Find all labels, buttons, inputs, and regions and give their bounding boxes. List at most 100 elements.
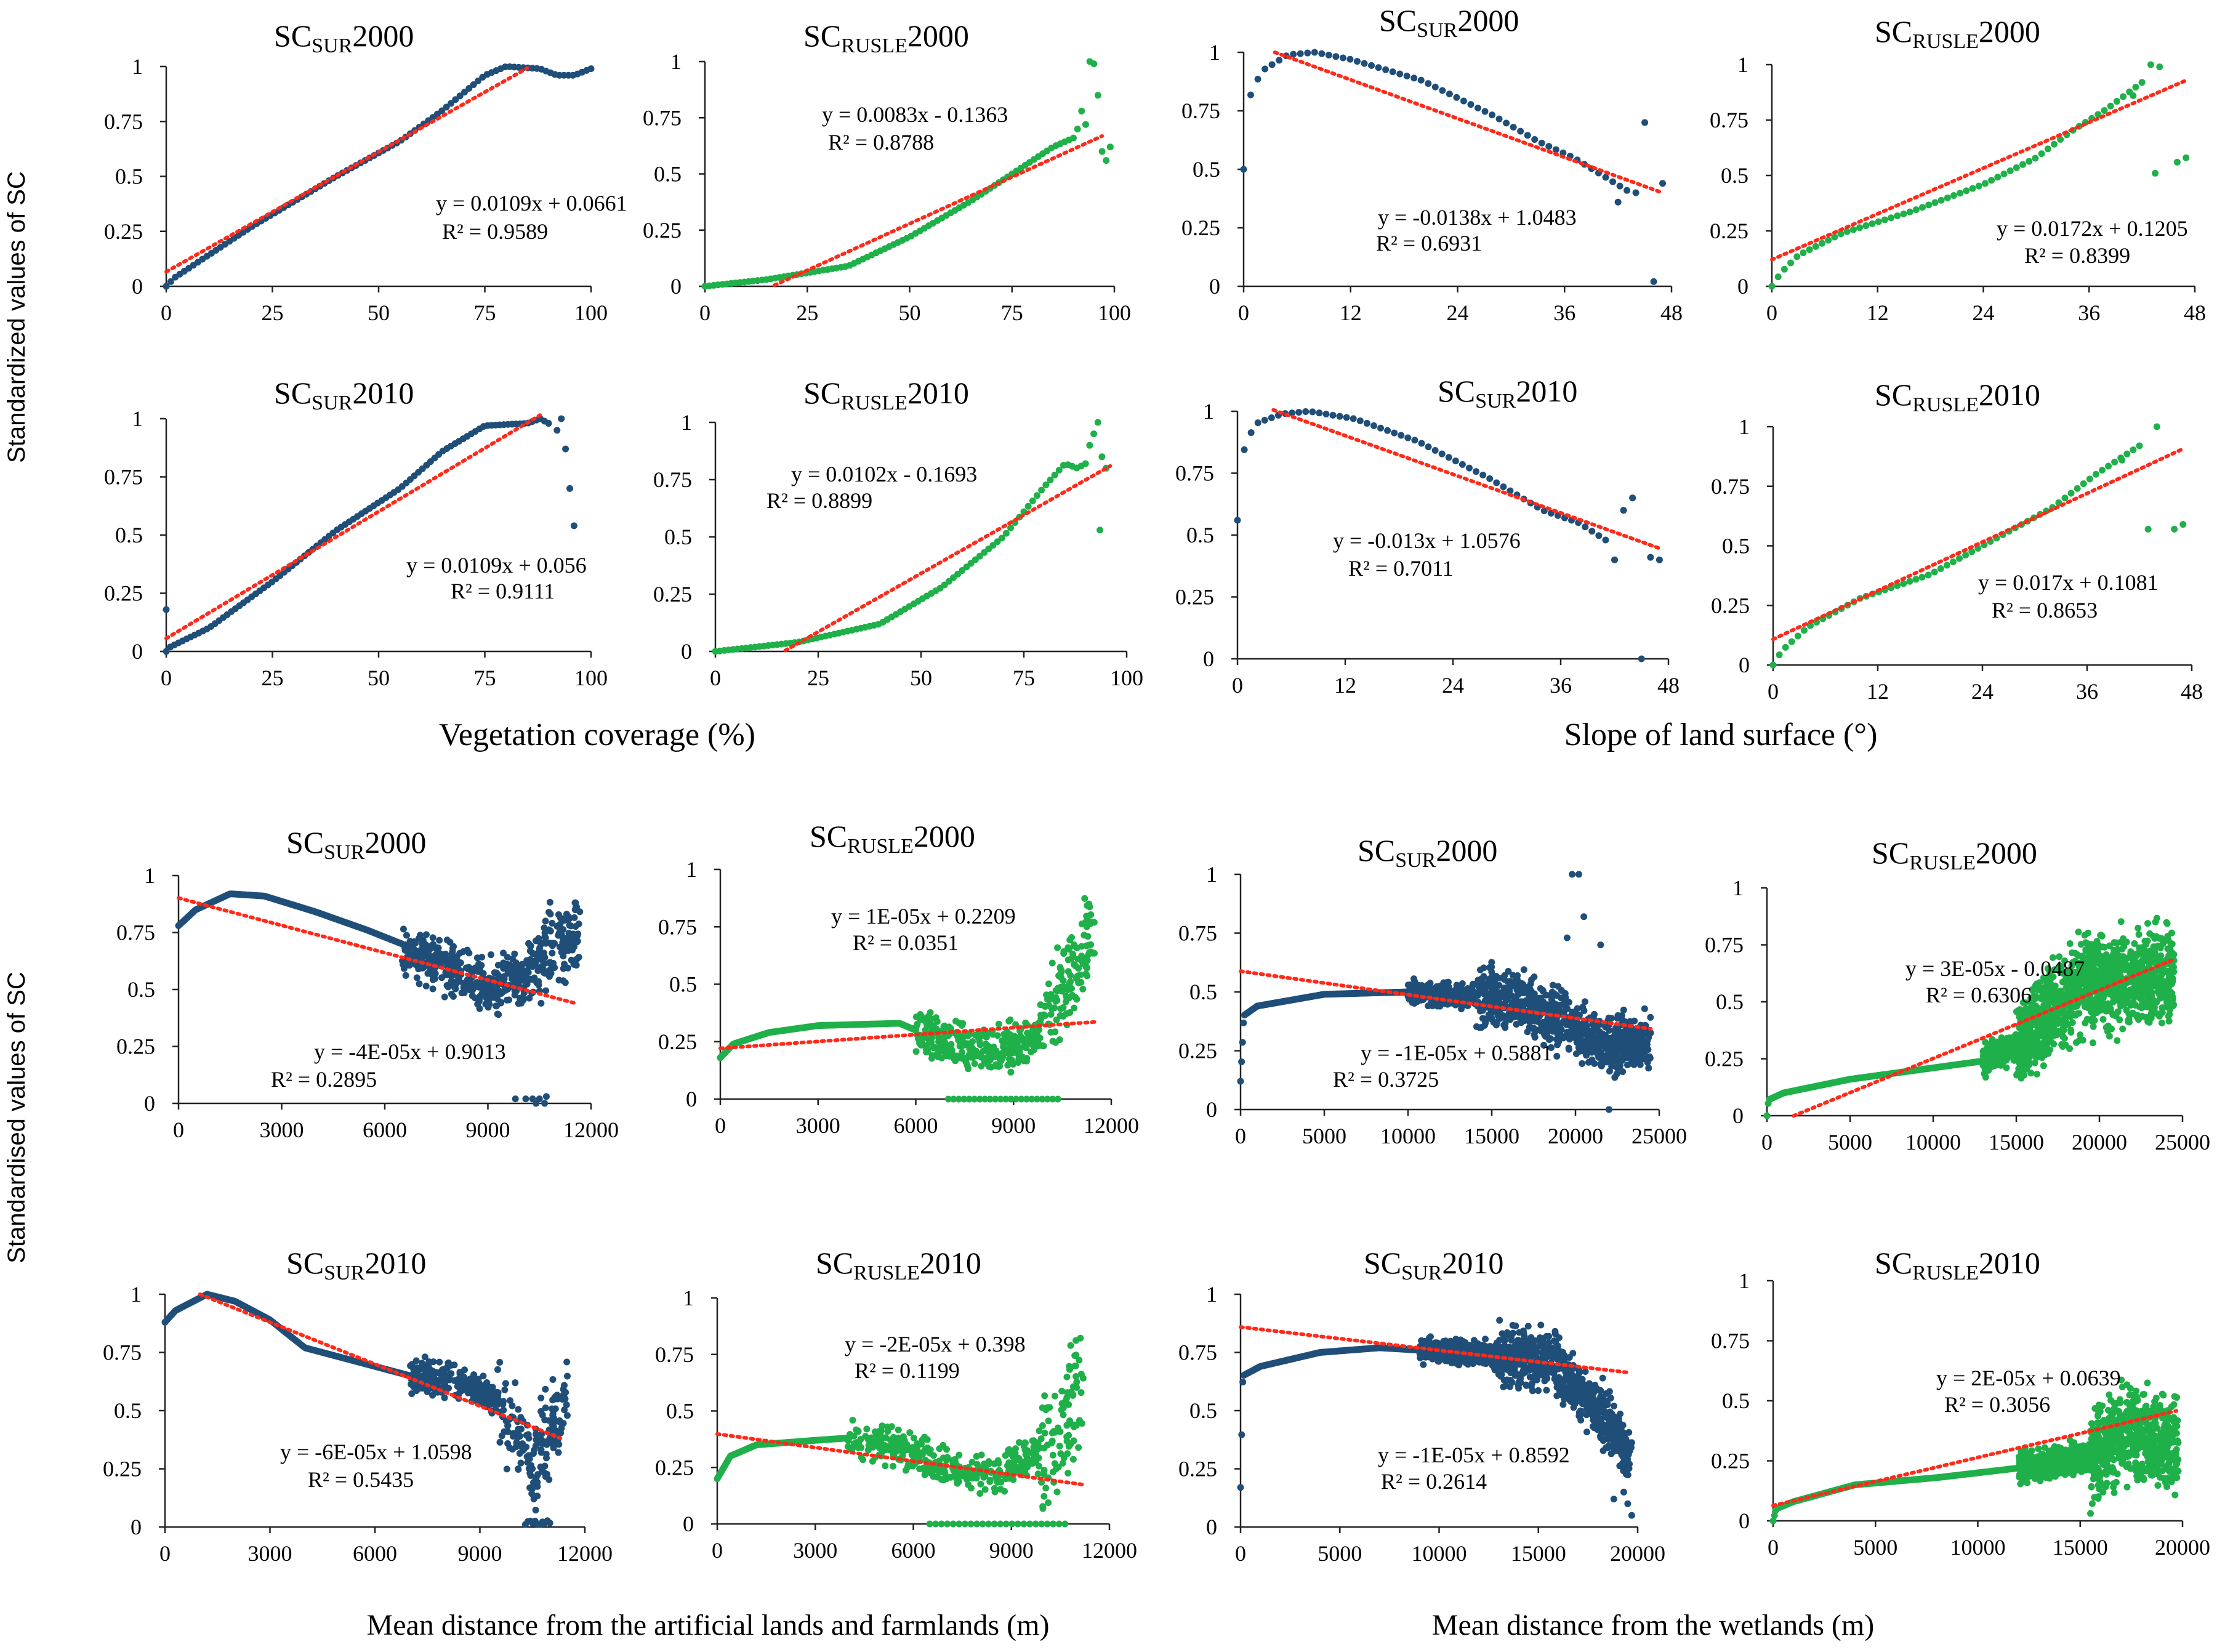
data-point [2171, 526, 2178, 533]
y-tick-label: 0.25 [643, 218, 682, 243]
trend-line [1773, 449, 2183, 639]
data-point [1620, 1007, 1627, 1013]
data-point [2026, 1060, 2033, 1066]
data-point [1869, 220, 1876, 227]
data-point [1516, 1014, 1523, 1021]
y-tick-label: 0.75 [653, 467, 692, 492]
chart-title-year: 2000 [907, 18, 969, 53]
y-tick-label: 0 [686, 1087, 697, 1111]
data-point [1318, 50, 1325, 57]
data-point [1617, 183, 1624, 190]
chart-title: SCSUR2010 [274, 376, 414, 414]
data-point [1096, 526, 1103, 533]
data-point [1550, 1017, 1556, 1023]
data-point [1047, 991, 1054, 998]
data-point [2174, 159, 2181, 166]
data-point [2163, 919, 2170, 926]
data-point [1825, 237, 1832, 244]
data-point [2068, 490, 2075, 497]
x-tick-label: 75 [474, 300, 496, 325]
data-point [1769, 283, 1776, 290]
y-tick-label: 0 [1732, 1103, 1744, 1128]
data-point [1609, 179, 1616, 185]
x-tick-label: 0 [710, 666, 721, 690]
data-point [952, 1018, 959, 1025]
chart-title-year: 2010 [1979, 377, 2040, 412]
data-point [1248, 429, 1255, 436]
data-point [1787, 260, 1794, 267]
trend-equation: y = -0.0138x + 1.0483 [1378, 205, 1577, 230]
data-point [1055, 1096, 1061, 1103]
data-point [419, 938, 426, 945]
y-tick-label: 0.5 [1721, 163, 1748, 188]
x-tick-label: 0 [1761, 1130, 1772, 1154]
data-point [557, 926, 564, 933]
data-point [1793, 253, 1800, 260]
data-point [1501, 976, 1508, 983]
y-tick-label: 0.75 [104, 109, 143, 134]
data-point [1506, 988, 1513, 994]
r-squared: R² = 0.2895 [271, 1067, 377, 1092]
data-point [522, 973, 529, 980]
data-point [1056, 1036, 1063, 1043]
x-tick-label: 50 [368, 300, 390, 325]
chart-title-subscript: SUR [1475, 390, 1516, 413]
data-point [1776, 651, 1783, 658]
data-point [493, 1002, 499, 1009]
data-point [2089, 980, 2096, 987]
data-point [1082, 121, 1089, 128]
data-point [1082, 970, 1089, 977]
data-point [478, 970, 485, 977]
data-point [2057, 988, 2064, 994]
data-point [1261, 65, 1268, 72]
data-point [949, 1047, 956, 1054]
r-squared: R² = 0.9589 [442, 219, 548, 244]
data-point [1641, 119, 1648, 126]
data-point [1521, 966, 1527, 973]
data-point [1057, 1005, 1064, 1012]
data-point [1091, 919, 1098, 925]
x-tick-label: 3000 [260, 1118, 304, 1142]
data-point [2146, 1019, 2153, 1026]
data-point [2136, 442, 2143, 449]
data-point [541, 933, 548, 940]
data-point [1079, 957, 1085, 964]
y-tick-label: 0.25 [104, 581, 143, 606]
y-tick-label: 1 [686, 857, 697, 882]
data-point [1944, 562, 1950, 568]
data-point [1497, 989, 1503, 996]
data-point [1087, 911, 1094, 918]
data-point [1396, 70, 1403, 77]
x-tick-label: 12000 [1084, 1113, 1139, 1138]
data-point [1564, 1029, 1571, 1036]
data-point [2130, 999, 2137, 1005]
data-point [1606, 1106, 1612, 1113]
data-point [2050, 1033, 2057, 1039]
data-point [2114, 940, 2121, 946]
data-point [1524, 1028, 1531, 1035]
x-tick-label: 24 [1447, 300, 1469, 325]
x-tick-label: 9000 [991, 1113, 1036, 1138]
data-point [1562, 990, 1569, 997]
chart-title-subscript: SUR [312, 392, 352, 414]
chart-title-main: SC [274, 18, 312, 53]
data-point [2183, 155, 2189, 161]
y-tick-label: 0.5 [1186, 523, 1214, 547]
data-point [1795, 632, 1801, 639]
y-tick-label: 0 [681, 639, 692, 664]
data-point [1002, 1031, 1009, 1038]
y-axis-label-top: Standardized values of SC [3, 171, 30, 463]
data-point [1084, 933, 1091, 940]
x-tick-label: 50 [910, 666, 932, 690]
data-point [2154, 424, 2160, 430]
data-point [1086, 442, 1093, 449]
data-point [1900, 580, 1907, 587]
data-point [1931, 569, 1938, 576]
data-point [555, 911, 562, 918]
data-point [1045, 980, 1052, 987]
data-point [2170, 994, 2176, 1001]
data-point [1390, 68, 1396, 75]
trend-equation: y = -1E-05x + 0.5881 [1361, 1041, 1553, 1065]
